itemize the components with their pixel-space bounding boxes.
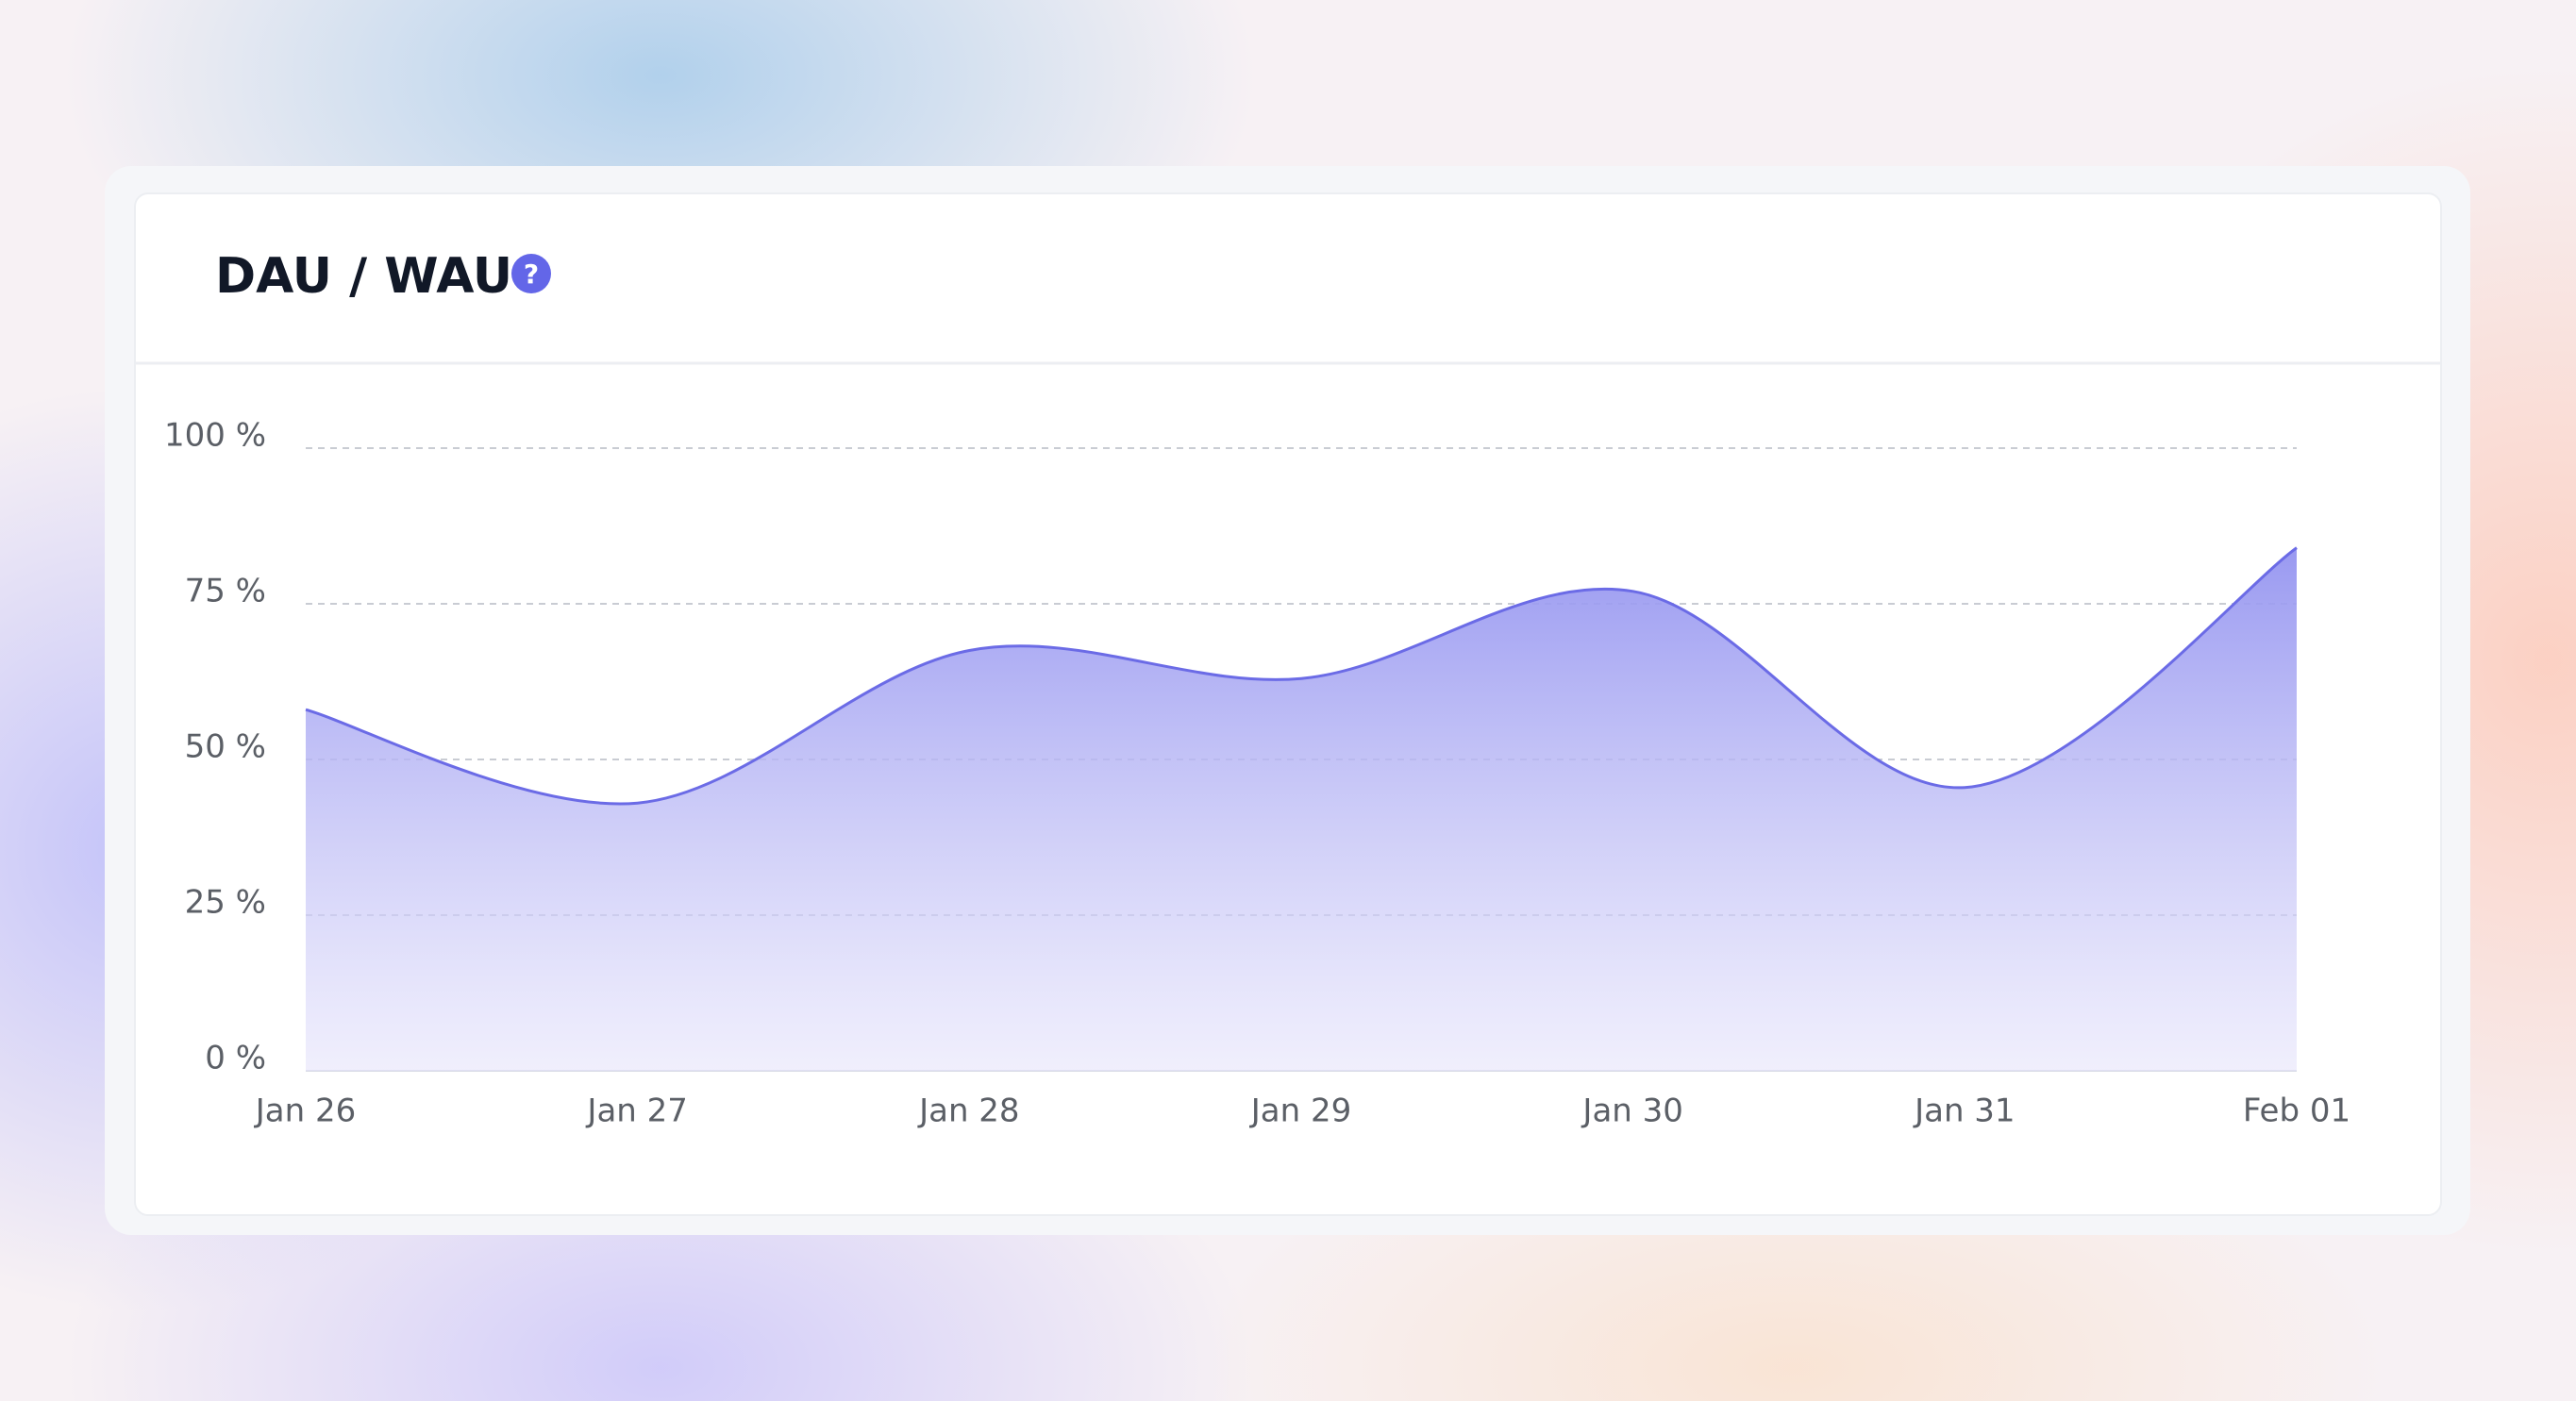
x-tick-label: Jan 31 xyxy=(1913,1092,2015,1130)
x-tick-label: Jan 28 xyxy=(917,1092,1019,1130)
x-tick-label: Feb 01 xyxy=(2243,1092,2350,1130)
x-tick-label: Jan 26 xyxy=(254,1092,356,1130)
y-tick-label: 100 % xyxy=(164,417,266,455)
y-tick-label: 0 % xyxy=(205,1040,266,1077)
x-tick-label: Jan 29 xyxy=(1249,1092,1351,1130)
help-icon[interactable]: ? xyxy=(511,254,551,293)
area-fill xyxy=(306,547,2297,1071)
x-tick-label: Jan 30 xyxy=(1581,1092,1682,1130)
y-tick-label: 75 % xyxy=(185,573,266,610)
x-tick-label: Jan 27 xyxy=(585,1092,687,1130)
chart-title: DAU / WAU xyxy=(215,248,512,305)
y-tick-label: 50 % xyxy=(185,728,266,766)
help-glyph[interactable]: ? xyxy=(524,259,539,290)
y-tick-label: 25 % xyxy=(185,884,266,922)
area-line xyxy=(305,546,2298,806)
help-circle[interactable] xyxy=(511,254,551,293)
